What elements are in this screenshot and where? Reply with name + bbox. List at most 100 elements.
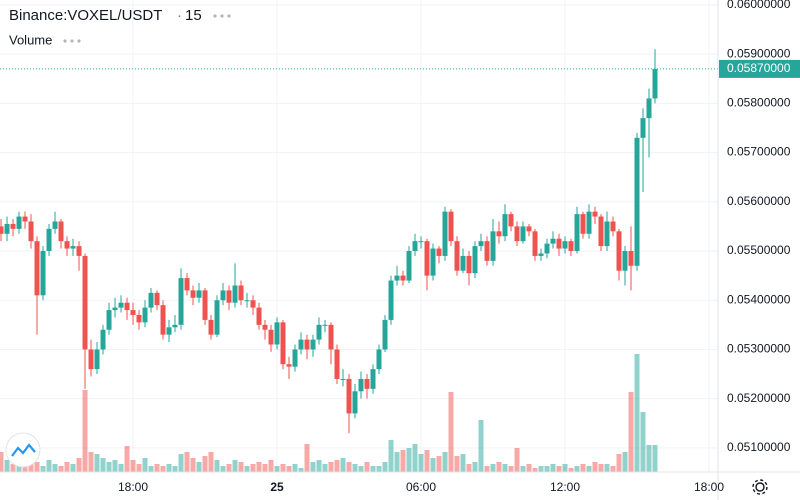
volume-bar	[418, 454, 424, 472]
volume-bar	[0, 452, 4, 472]
volume-bar	[4, 460, 10, 472]
volume-bar	[292, 464, 298, 472]
candle-body	[106, 310, 112, 330]
candle-body	[226, 290, 232, 303]
volume-bar	[250, 464, 256, 472]
volume-bar	[124, 446, 130, 472]
candle-body	[472, 246, 478, 274]
candle-body	[112, 307, 118, 311]
logo[interactable]	[5, 432, 41, 468]
volume-bar	[376, 466, 382, 472]
candle-body	[142, 307, 148, 323]
volume-bar	[628, 392, 634, 472]
volume-bar	[472, 462, 478, 472]
candle-body	[100, 329, 106, 350]
candle-body	[262, 324, 268, 330]
volume-bar	[364, 462, 370, 472]
candle-body	[544, 243, 550, 254]
volume-bar	[28, 460, 34, 472]
volume-bar	[280, 464, 286, 472]
volume-bar	[40, 466, 46, 472]
candle-body	[328, 324, 334, 350]
volume-bar	[496, 462, 502, 472]
y-tick-label: 0.06000000	[727, 0, 791, 11]
candle-body	[298, 339, 304, 350]
candle-body	[484, 241, 490, 261]
volume-bar	[112, 460, 118, 472]
candle-body	[208, 319, 214, 335]
volume-bar	[88, 452, 94, 472]
x-tick-label: 25	[270, 480, 284, 494]
candle-body	[232, 285, 238, 303]
volume-bar	[640, 412, 646, 472]
volume-bar	[568, 468, 574, 472]
x-tick-label: 18:00	[118, 480, 148, 494]
candle-body	[646, 98, 652, 119]
volume-bar	[190, 458, 196, 472]
x-tick-label: 12:00	[550, 480, 580, 494]
candle-body	[280, 322, 286, 365]
volume-bar	[652, 445, 658, 472]
candle-body	[442, 211, 448, 256]
volume-bar	[424, 450, 430, 472]
candle-body	[82, 255, 88, 350]
volume-bar	[220, 466, 226, 472]
y-tick-label: 0.05400000	[727, 292, 791, 306]
candle-body	[154, 292, 160, 306]
volume-bar	[388, 440, 394, 472]
candle-body	[88, 349, 94, 370]
candle-body	[28, 221, 34, 242]
volume-bar	[610, 466, 616, 472]
candle-body	[448, 211, 454, 242]
volume-bar	[118, 464, 124, 472]
settings-gear[interactable]	[752, 479, 768, 495]
volume-bar	[436, 456, 442, 472]
volume-bar	[226, 464, 232, 472]
volume-bar	[304, 444, 310, 472]
candle-body	[424, 241, 430, 276]
volume-bar	[82, 390, 88, 472]
volume-bar	[586, 466, 592, 472]
candle-body	[562, 241, 568, 249]
volume-bar	[94, 454, 100, 472]
candle-body	[70, 246, 76, 249]
volume-bar	[22, 464, 28, 472]
volume-bar	[448, 392, 454, 472]
volume-bar	[502, 464, 508, 472]
volume-label: Volume	[9, 32, 52, 47]
volume-bar	[244, 466, 250, 472]
volume-bar	[232, 460, 238, 472]
candle-body	[364, 378, 370, 389]
volume-bar	[538, 466, 544, 472]
candle-body	[454, 241, 460, 271]
volume-bar	[646, 445, 652, 472]
volume-bar	[460, 454, 466, 472]
candle-body	[310, 339, 316, 350]
y-tick-label: 0.05900000	[727, 46, 791, 60]
candle-body	[436, 248, 442, 256]
menu-dots[interactable]	[213, 14, 231, 18]
candle-body	[514, 226, 520, 242]
volume-layer	[0, 354, 658, 472]
candle-body	[460, 255, 466, 271]
volume-bar	[598, 464, 604, 472]
candle-body	[244, 300, 250, 302]
candle-body	[256, 307, 262, 325]
candle-body	[652, 68, 658, 99]
volume-bar	[562, 464, 568, 472]
y-tick-label: 0.05500000	[727, 243, 791, 257]
volume-menu-dots[interactable]	[63, 39, 81, 43]
candle-body	[268, 329, 274, 345]
volume-bar	[526, 464, 532, 472]
volume-bar	[184, 452, 190, 472]
volume-bar	[52, 464, 58, 472]
volume-bar	[442, 452, 448, 472]
volume-bar	[604, 464, 610, 472]
volume-bar	[64, 462, 70, 472]
volume-bar	[160, 466, 166, 472]
volume-bar	[106, 462, 112, 472]
candle-body	[376, 349, 382, 370]
candle-body	[520, 226, 526, 242]
candle-body	[118, 302, 124, 308]
